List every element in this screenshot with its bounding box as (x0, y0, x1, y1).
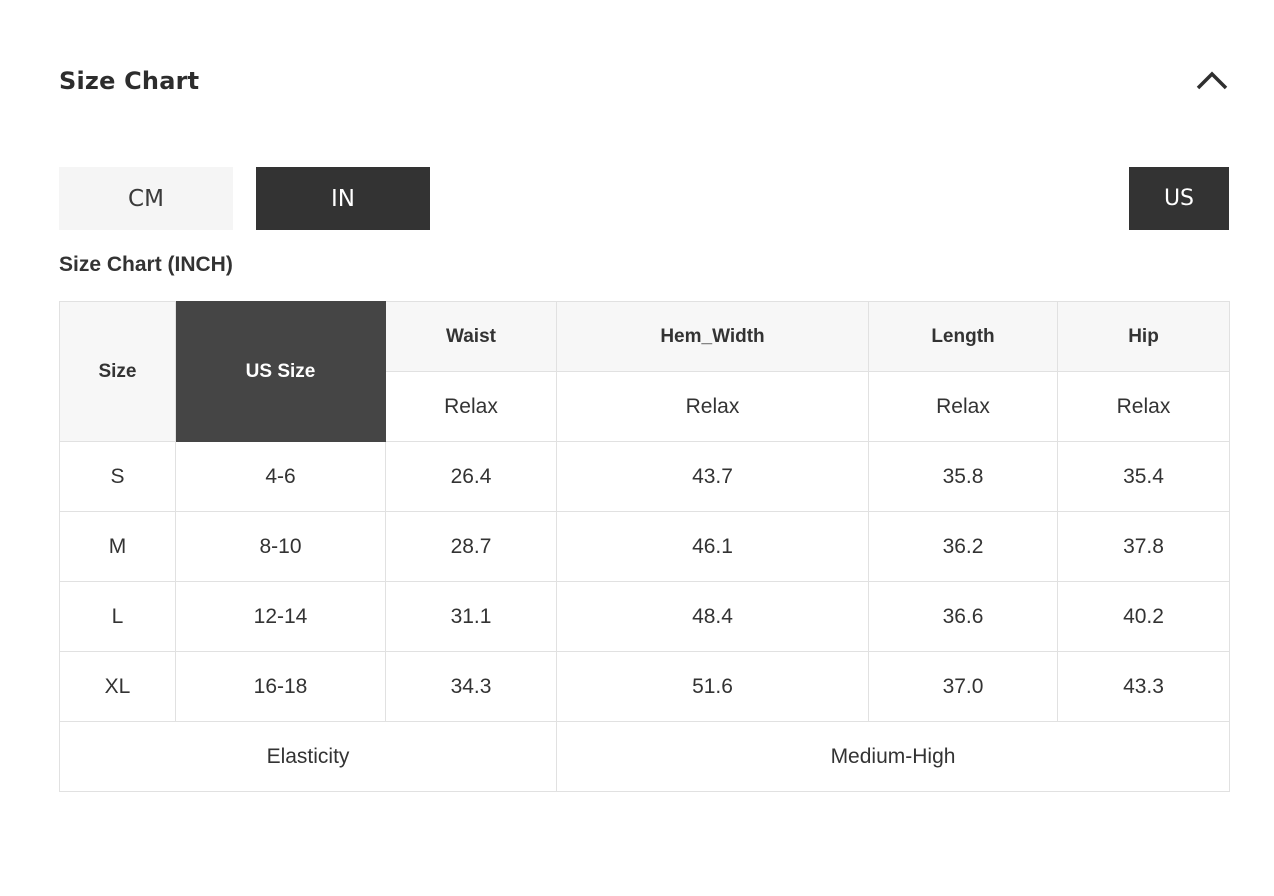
value-cell: 26.4 (385, 441, 557, 512)
value-cell: 28.7 (385, 511, 557, 582)
value-cell: 37.8 (1057, 511, 1230, 582)
size-row: XL 16-18 34.3 51.6 37.0 43.3 (59, 651, 1230, 722)
fit-cell: Relax (385, 371, 557, 442)
value-cell: 40.2 (1057, 581, 1230, 652)
size-header-cell: Size (59, 301, 176, 442)
value-cell: 35.4 (1057, 441, 1230, 512)
unit-toggle-row: CM IN US (59, 167, 1229, 230)
measure-header-cell: Waist (385, 301, 557, 372)
elasticity-row: Elasticity Medium-High (59, 721, 1230, 792)
value-cell: 43.3 (1057, 651, 1230, 722)
table-title: Size Chart (INCH) (59, 253, 233, 276)
value-cell: 35.8 (868, 441, 1058, 512)
size-row: M 8-10 28.7 46.1 36.2 37.8 (59, 511, 1230, 582)
fit-cell: Relax (868, 371, 1058, 442)
size-cell: XL (59, 651, 176, 722)
measure-header-cell: Hip (1057, 301, 1230, 372)
value-cell: 31.1 (385, 581, 557, 652)
unit-toggle-in[interactable]: IN (256, 167, 430, 230)
us-size-cell: 12-14 (175, 581, 386, 652)
measure-header-cell: Length (868, 301, 1058, 372)
value-cell: 37.0 (868, 651, 1058, 722)
size-row: L 12-14 31.1 48.4 36.6 40.2 (59, 581, 1230, 652)
value-cell: 51.6 (556, 651, 869, 722)
value-cell: 34.3 (385, 651, 557, 722)
size-chart-title: Size Chart (59, 67, 200, 95)
size-row: S 4-6 26.4 43.7 35.8 35.4 (59, 441, 1230, 512)
value-cell: 46.1 (556, 511, 869, 582)
table-header-row: Size US Size Waist Hem_Width Length Hip (59, 301, 1230, 442)
fit-cell: Relax (556, 371, 869, 442)
value-cell: 36.2 (868, 511, 1058, 582)
size-table: Size US Size Waist Hem_Width Length Hip Relax R… (59, 301, 1230, 792)
size-cell: L (59, 581, 176, 652)
panel-header: Size Chart (59, 64, 1229, 98)
unit-toggle-cm[interactable]: CM (59, 167, 233, 230)
fit-row: Relax Relax Relax Relax (60, 371, 1230, 442)
value-cell: 43.7 (556, 441, 869, 512)
collapse-button[interactable] (1195, 69, 1229, 93)
fit-cell: Relax (1057, 371, 1230, 442)
chevron-up-icon (1196, 71, 1228, 90)
size-cell: S (59, 441, 176, 512)
us-size-cell: 16-18 (175, 651, 386, 722)
us-size-header-cell: US Size (175, 301, 386, 442)
us-size-cell: 4-6 (175, 441, 386, 512)
value-cell: 48.4 (556, 581, 869, 652)
size-cell: M (59, 511, 176, 582)
elasticity-value-cell: Medium-High (556, 721, 1230, 792)
elasticity-label-cell: Elasticity (59, 721, 557, 792)
value-cell: 36.6 (868, 581, 1058, 652)
measure-header-cell: Hem_Width (556, 301, 869, 372)
size-chart-panel: Size Chart CM IN US Size Chart (INCH) Si… (59, 64, 1230, 792)
region-toggle-us[interactable]: US (1129, 167, 1229, 230)
us-size-cell: 8-10 (175, 511, 386, 582)
